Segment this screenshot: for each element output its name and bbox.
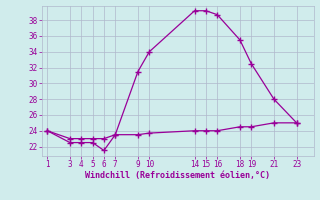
X-axis label: Windchill (Refroidissement éolien,°C): Windchill (Refroidissement éolien,°C) [85,171,270,180]
